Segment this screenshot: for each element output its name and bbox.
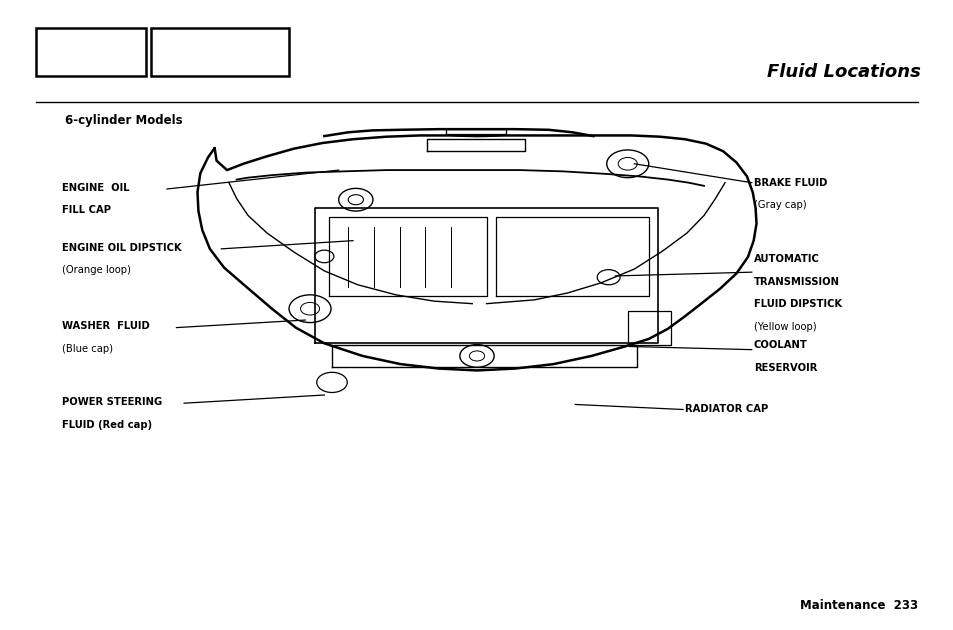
Text: FLUID (Red cap): FLUID (Red cap): [62, 420, 152, 430]
Text: (Blue cap): (Blue cap): [62, 344, 112, 354]
Text: BRAKE FLUID: BRAKE FLUID: [753, 178, 826, 188]
Text: (Yellow loop): (Yellow loop): [753, 322, 816, 332]
Text: RADIATOR CAP: RADIATOR CAP: [684, 404, 767, 415]
Bar: [627, 311, 670, 345]
Text: COOLANT: COOLANT: [753, 340, 806, 350]
Text: WASHER  FLUID: WASHER FLUID: [62, 321, 150, 331]
Text: ENGINE OIL DIPSTICK: ENGINE OIL DIPSTICK: [62, 243, 181, 253]
Text: RESERVOIR: RESERVOIR: [753, 363, 816, 373]
Text: AUTOMATIC: AUTOMATIC: [753, 254, 819, 264]
Text: (Orange loop): (Orange loop): [62, 265, 131, 275]
Text: TRANSMISSION: TRANSMISSION: [753, 277, 839, 287]
Bar: [36, 28, 146, 76]
Text: (Gray cap): (Gray cap): [753, 200, 805, 210]
Bar: [151, 28, 289, 76]
Text: FILL CAP: FILL CAP: [62, 205, 111, 215]
Text: POWER STEERING: POWER STEERING: [62, 397, 162, 407]
Text: FLUID DIPSTICK: FLUID DIPSTICK: [753, 299, 841, 309]
Text: Fluid Locations: Fluid Locations: [766, 64, 920, 81]
Text: ENGINE  OIL: ENGINE OIL: [62, 183, 130, 193]
Text: Maintenance  233: Maintenance 233: [799, 599, 917, 612]
Text: 6-cylinder Models: 6-cylinder Models: [65, 115, 182, 127]
